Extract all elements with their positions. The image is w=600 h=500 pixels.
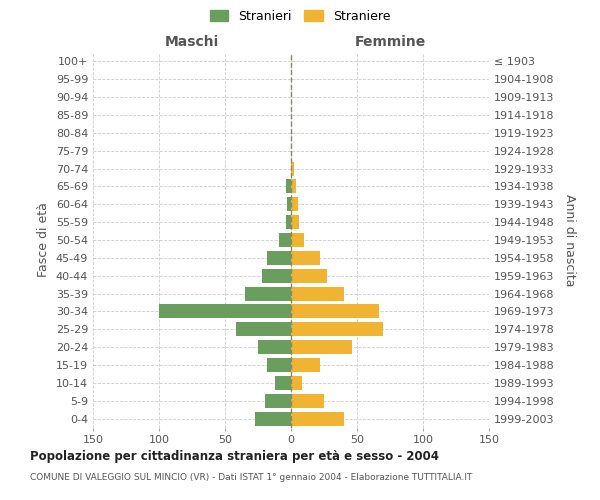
Y-axis label: Fasce di età: Fasce di età [37, 202, 50, 278]
Bar [291, 412, 344, 426]
Bar [291, 251, 320, 265]
Bar [291, 198, 298, 211]
Bar [267, 358, 291, 372]
Bar [275, 376, 291, 390]
Bar [256, 412, 291, 426]
Bar [286, 215, 291, 229]
Bar [287, 198, 291, 211]
Bar [291, 394, 324, 407]
Bar [291, 233, 304, 247]
Bar [291, 304, 379, 318]
Y-axis label: Anni di nascita: Anni di nascita [563, 194, 576, 286]
Bar [291, 322, 383, 336]
Bar [286, 180, 291, 194]
Bar [291, 215, 299, 229]
Bar [236, 322, 291, 336]
Bar [258, 340, 291, 354]
Bar [245, 286, 291, 300]
Bar [159, 304, 291, 318]
Bar [291, 340, 352, 354]
Text: Maschi: Maschi [165, 35, 219, 49]
Bar [291, 269, 326, 282]
Bar [291, 358, 320, 372]
Text: Femmine: Femmine [355, 35, 425, 49]
Bar [291, 286, 344, 300]
Bar [279, 233, 291, 247]
Bar [267, 251, 291, 265]
Bar [262, 269, 291, 282]
Legend: Stranieri, Straniere: Stranieri, Straniere [206, 6, 394, 26]
Bar [291, 180, 296, 194]
Text: Popolazione per cittadinanza straniera per età e sesso - 2004: Popolazione per cittadinanza straniera p… [30, 450, 439, 463]
Bar [291, 376, 302, 390]
Bar [291, 162, 293, 175]
Bar [265, 394, 291, 407]
Text: COMUNE DI VALEGGIO SUL MINCIO (VR) - Dati ISTAT 1° gennaio 2004 - Elaborazione T: COMUNE DI VALEGGIO SUL MINCIO (VR) - Dat… [30, 472, 472, 482]
